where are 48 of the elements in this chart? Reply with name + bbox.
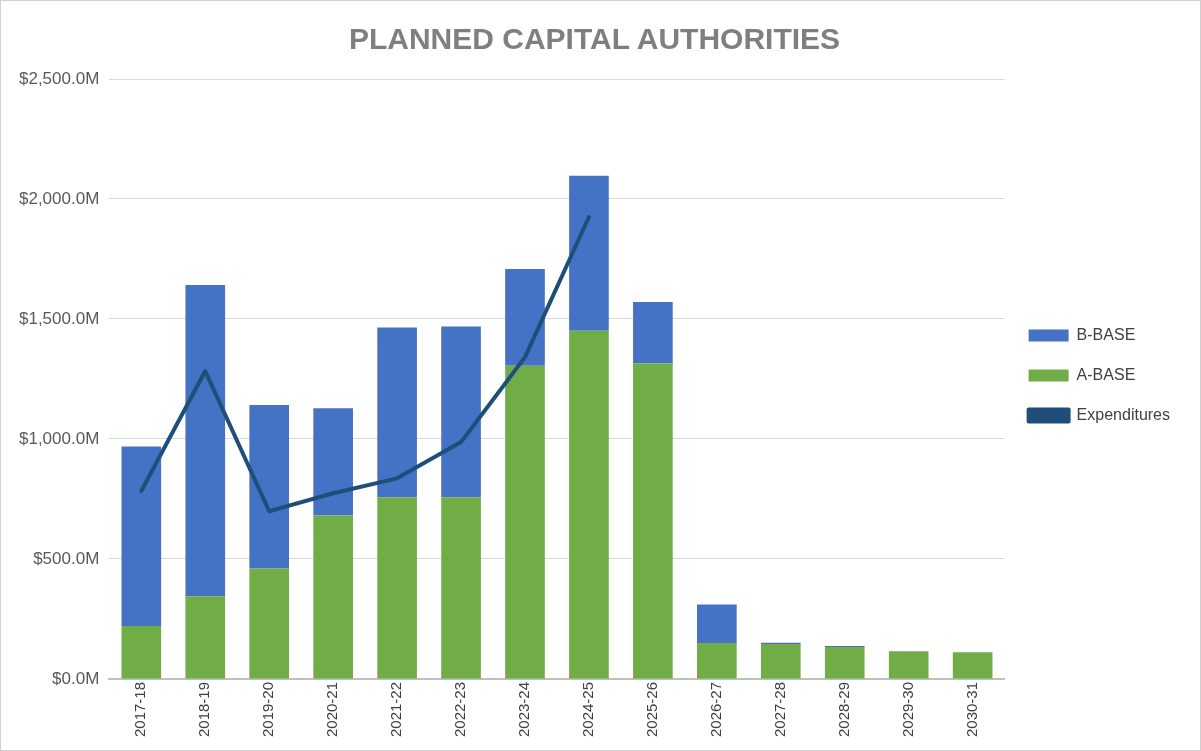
x-tick-label: 2017-18 bbox=[131, 681, 149, 738]
bar bbox=[249, 404, 290, 569]
bar bbox=[377, 497, 417, 679]
x-tick-label: 2018-19 bbox=[195, 681, 213, 738]
bar bbox=[505, 269, 545, 366]
bar bbox=[569, 175, 609, 331]
legend-label: A-BASE bbox=[1076, 365, 1136, 383]
bar bbox=[824, 647, 865, 679]
y-tick-label: $2,000.0M bbox=[18, 188, 100, 208]
bar bbox=[121, 446, 162, 626]
legend-label: Expenditures bbox=[1076, 405, 1170, 423]
y-tick-label: $0.0M bbox=[52, 668, 100, 688]
y-tick-label: $1,000.0M bbox=[18, 428, 100, 448]
x-tick-label: 2019-20 bbox=[259, 681, 277, 738]
x-tick-label: 2020-21 bbox=[323, 681, 341, 738]
y-tick-label: $1,500.0M bbox=[18, 308, 100, 328]
y-tick-label: $500.0M bbox=[33, 548, 100, 568]
x-tick-label: 2026-27 bbox=[706, 681, 724, 738]
x-tick-label: 2027-28 bbox=[770, 681, 788, 738]
x-tick-label: 2021-22 bbox=[387, 681, 405, 738]
x-tick-label: 2022-23 bbox=[451, 681, 469, 738]
bar bbox=[633, 363, 673, 679]
bar bbox=[441, 497, 481, 679]
bar bbox=[441, 326, 481, 498]
bar bbox=[697, 642, 737, 679]
bar bbox=[249, 568, 290, 679]
bar bbox=[888, 651, 929, 679]
legend-label: B-BASE bbox=[1076, 325, 1136, 343]
bar bbox=[121, 625, 162, 679]
chart-title: PLANNED CAPITAL AUTHORITIES bbox=[348, 22, 841, 56]
bar bbox=[760, 643, 801, 679]
bar bbox=[185, 596, 226, 679]
bar bbox=[569, 330, 609, 679]
bar bbox=[313, 408, 353, 516]
x-tick-label: 2028-29 bbox=[834, 681, 852, 738]
x-tick-label: 2025-26 bbox=[643, 681, 661, 738]
bar bbox=[185, 284, 226, 597]
x-tick-label: 2024-25 bbox=[579, 681, 597, 738]
x-tick-label: 2029-30 bbox=[898, 681, 916, 738]
bar bbox=[505, 365, 545, 679]
x-tick-label: 2023-24 bbox=[515, 681, 533, 738]
bar bbox=[952, 652, 993, 679]
y-tick-label: $2,500.0M bbox=[18, 68, 100, 88]
bar bbox=[697, 604, 737, 643]
bar bbox=[313, 515, 353, 679]
bar bbox=[633, 301, 673, 364]
x-tick-label: 2030-31 bbox=[962, 681, 980, 738]
bar bbox=[377, 327, 417, 498]
